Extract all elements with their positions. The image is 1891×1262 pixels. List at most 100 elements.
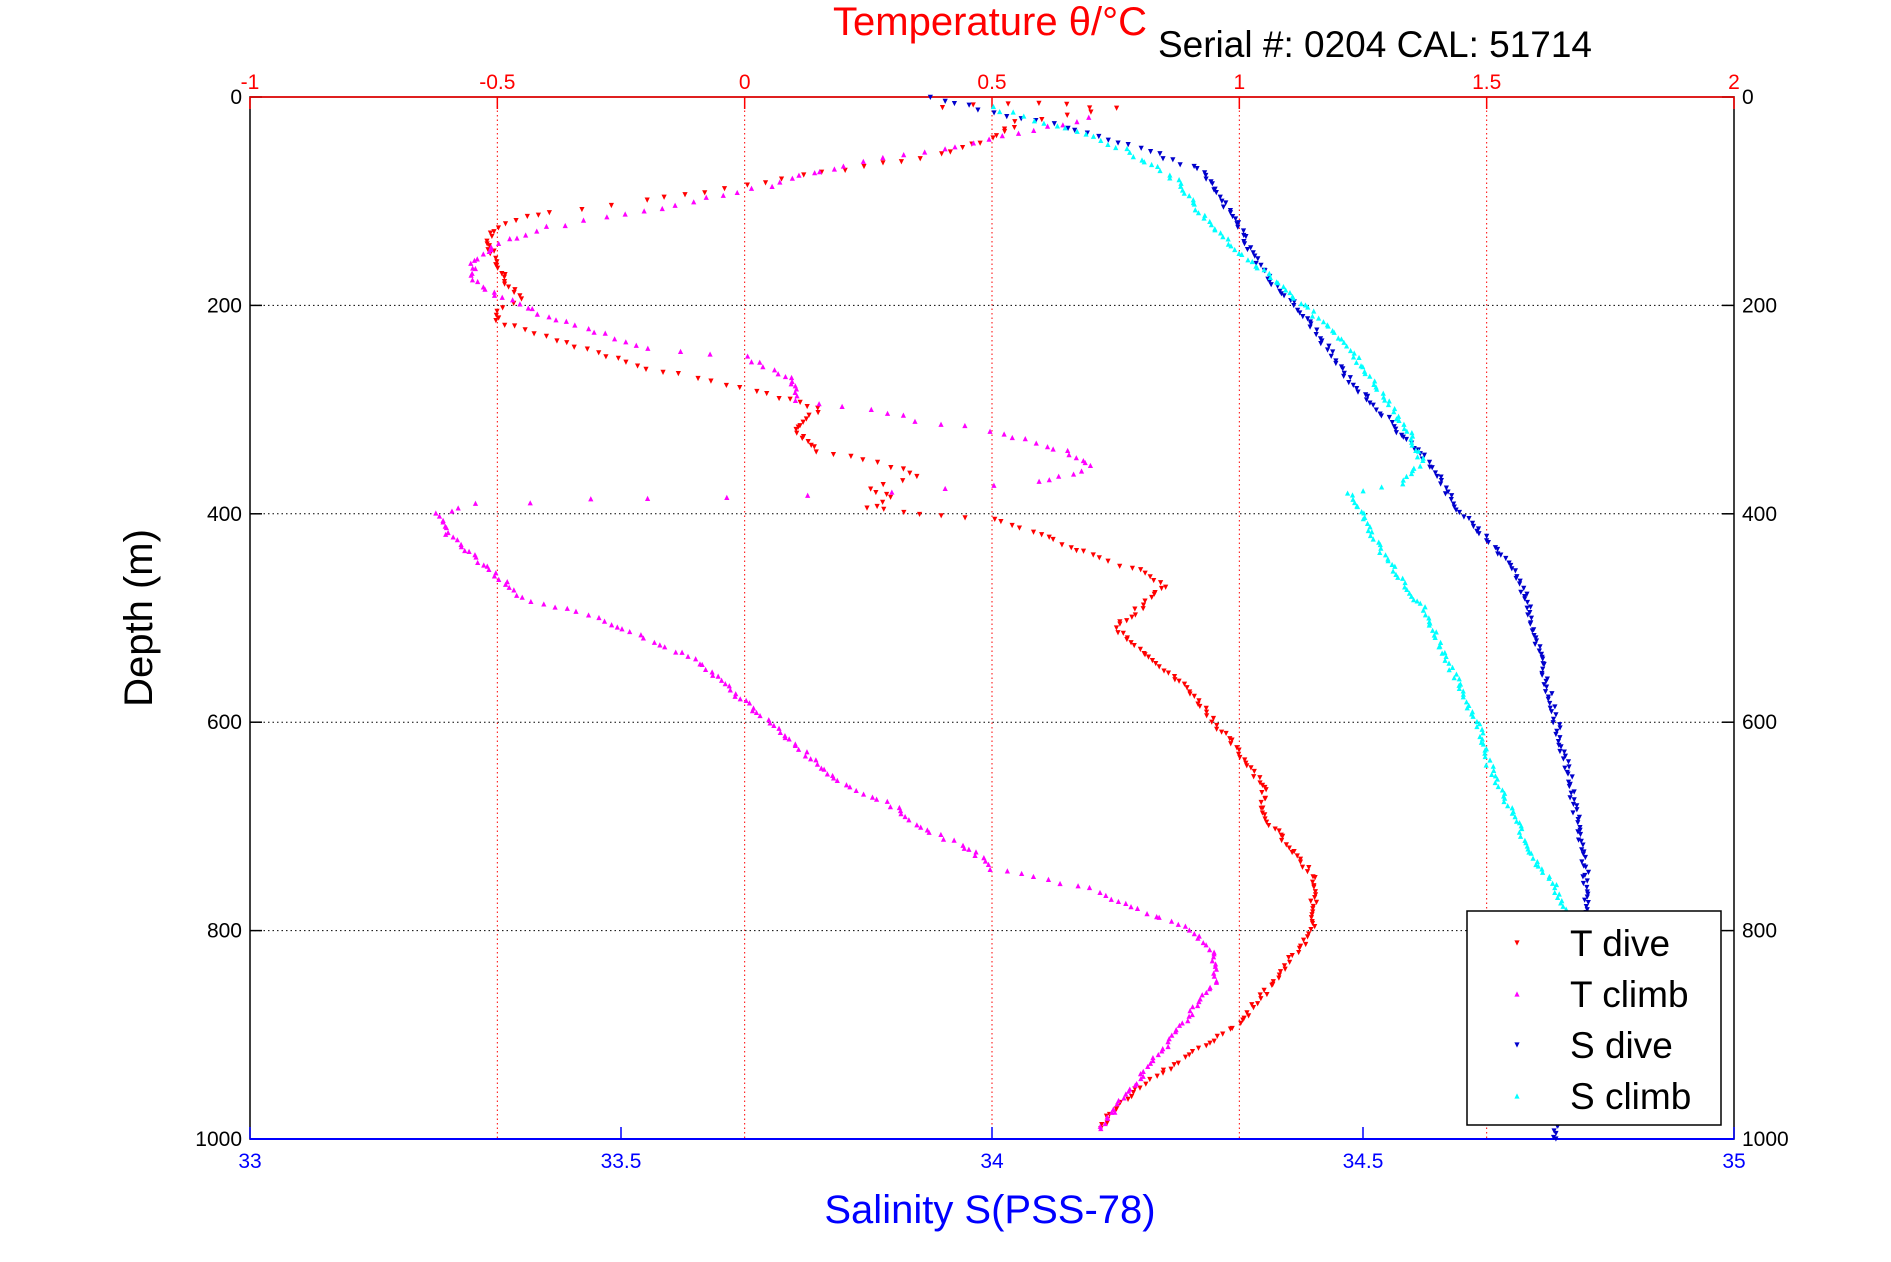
data-point-marker (1098, 1125, 1104, 1132)
data-point-marker (842, 167, 848, 173)
data-point-marker (1251, 768, 1257, 775)
data-point-marker (1312, 894, 1318, 901)
data-point-marker (1525, 612, 1531, 618)
data-point-marker (1550, 716, 1557, 723)
data-point-marker (1318, 341, 1324, 347)
data-point-marker (1566, 783, 1572, 790)
data-point-marker (1312, 889, 1318, 895)
data-point-marker (1165, 670, 1172, 676)
data-point-marker (993, 133, 1000, 139)
data-point-marker (1354, 503, 1361, 510)
data-point-marker (1240, 228, 1247, 234)
data-point-marker (1291, 299, 1297, 305)
data-point-marker (1401, 421, 1407, 427)
legend-box (1466, 910, 1722, 1126)
data-point-marker (1138, 567, 1144, 573)
data-point-marker (1232, 216, 1239, 222)
data-point-marker (1210, 954, 1217, 960)
data-point-marker (1057, 880, 1063, 887)
data-point-marker (814, 761, 821, 767)
data-point-marker (1211, 951, 1217, 957)
data-point-marker (1297, 856, 1304, 862)
data-point-marker (808, 756, 814, 762)
data-point-marker (619, 626, 625, 632)
data-point-marker (627, 628, 633, 635)
data-point-marker (1263, 819, 1270, 825)
data-point-marker (641, 208, 647, 214)
data-point-marker (1480, 741, 1486, 747)
data-point-marker (869, 794, 876, 800)
data-point-marker (1503, 555, 1509, 562)
data-point-marker (1411, 597, 1417, 603)
data-point-marker (1302, 302, 1309, 308)
data-point-marker (1090, 133, 1097, 139)
data-point-marker (1259, 790, 1265, 796)
data-point-marker (1438, 474, 1444, 480)
data-point-marker (1270, 979, 1276, 985)
data-point-marker (1482, 750, 1488, 756)
data-point-marker (880, 482, 886, 488)
legend-label: S dive (1570, 1025, 1673, 1066)
data-point-marker (1566, 764, 1572, 770)
data-point-marker (494, 259, 500, 265)
data-point-marker (1408, 436, 1414, 442)
data-point-marker (1574, 807, 1580, 813)
data-point-marker (782, 734, 788, 741)
data-point-marker (757, 359, 763, 365)
data-point-marker (1547, 700, 1553, 707)
data-point-marker (1143, 1081, 1149, 1087)
data-point-marker (541, 601, 547, 607)
data-point-marker (786, 736, 792, 742)
data-point-marker (1304, 934, 1311, 940)
data-point-marker (1580, 874, 1586, 880)
data-point-marker (1453, 671, 1460, 677)
data-point-marker (1230, 213, 1236, 220)
data-point-marker (970, 102, 976, 108)
data-point-marker (1138, 145, 1144, 151)
data-point-marker (1124, 618, 1130, 624)
data-point-marker (1482, 753, 1488, 760)
data-point-marker (1252, 253, 1258, 259)
data-point-marker (1528, 850, 1534, 856)
data-point-marker (1338, 336, 1345, 342)
data-point-marker (1120, 630, 1126, 636)
data-point-marker (1514, 940, 1520, 946)
data-point-marker (612, 336, 618, 342)
data-point-marker (1392, 405, 1398, 412)
data-point-marker (1438, 481, 1444, 487)
data-point-marker (1276, 972, 1282, 978)
data-point-marker (661, 194, 667, 200)
data-point-marker (514, 235, 520, 241)
data-point-marker (1319, 338, 1325, 344)
series-t-climb (433, 114, 1220, 1132)
data-point-marker (1470, 523, 1477, 530)
data-point-marker (1090, 552, 1096, 558)
data-point-marker (482, 286, 488, 292)
data-point-marker (1320, 319, 1327, 325)
data-point-marker (1539, 672, 1545, 678)
data-point-marker (1196, 698, 1202, 704)
data-point-marker (1263, 787, 1269, 793)
depth-tick-label-left: 200 (207, 294, 242, 317)
data-point-marker (1583, 904, 1589, 910)
data-point-marker (1341, 370, 1347, 377)
data-point-marker (1422, 604, 1428, 610)
data-point-marker (651, 639, 658, 645)
data-point-marker (1417, 463, 1423, 469)
data-point-marker (1408, 593, 1415, 599)
data-point-marker (604, 214, 610, 220)
data-point-marker (1414, 454, 1421, 460)
data-point-marker (1031, 127, 1037, 133)
data-point-marker (1234, 221, 1240, 227)
data-point-marker (1400, 477, 1406, 483)
data-point-marker (1228, 243, 1234, 249)
data-point-marker (1448, 497, 1454, 503)
data-point-marker (887, 494, 894, 500)
data-point-marker (1086, 114, 1092, 120)
data-point-marker (524, 213, 530, 220)
data-point-marker (495, 240, 502, 247)
data-point-marker (840, 163, 847, 169)
legend-entry: S climb (1514, 1076, 1691, 1117)
data-point-marker (824, 771, 830, 777)
salinity-tick-label: 34.5 (1343, 1150, 1384, 1173)
